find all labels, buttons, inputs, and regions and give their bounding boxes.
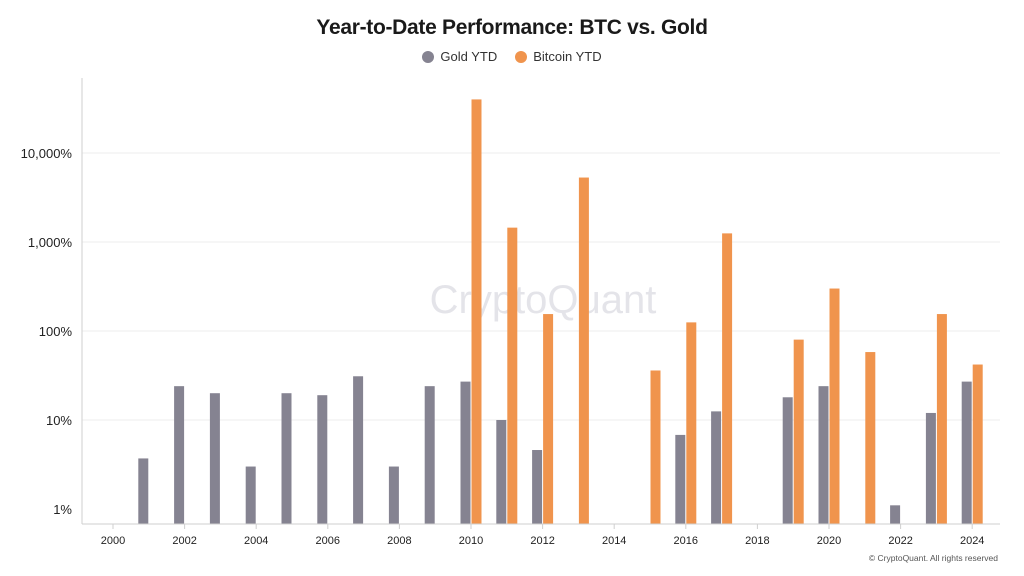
gold-bar[interactable]: 2003 Gold YTD: 20%: [209, 393, 220, 524]
chart-title: Year-to-Date Performance: BTC vs. Gold: [316, 16, 708, 39]
bitcoin-bar[interactable]: 2012 Bitcoin YTD: 155%: [543, 314, 554, 524]
y-tick-label: 1,000%: [28, 235, 73, 250]
gold-bar[interactable]: 2007 Gold YTD: 31%: [353, 376, 364, 524]
gold-bar[interactable]: 2010 Gold YTD: 27%: [460, 381, 471, 524]
x-tick-label: 2020: [817, 535, 841, 547]
x-tick-label: 2016: [674, 535, 698, 547]
watermark: CryptoQuant: [430, 278, 657, 322]
legend: Gold YTD Bitcoin YTD: [0, 49, 1024, 64]
gold-bar[interactable]: 2005 Gold YTD: 20%: [281, 393, 292, 524]
legend-item-gold[interactable]: Gold YTD: [422, 49, 497, 64]
y-tick-label: 100%: [39, 324, 73, 339]
bitcoin-bar[interactable]: 2021 Bitcoin YTD: 58%: [865, 352, 876, 524]
gold-bar[interactable]: 2009 Gold YTD: 24%: [424, 386, 435, 524]
x-axis-ticks: 2000 2002 2004 2006 2008 2010 2012 2014 2016 2018…: [101, 524, 984, 547]
grid-lines: [82, 152, 1000, 421]
bitcoin-bar[interactable]: 2023 Bitcoin YTD: 155%: [936, 314, 947, 524]
bitcoin-bar[interactable]: 2017 Bitcoin YTD: 1250%: [722, 233, 733, 525]
gold-bar[interactable]: 2017 Gold YTD: 12.5%: [711, 411, 722, 524]
gold-bar[interactable]: 2024 Gold YTD: 27%: [961, 381, 972, 524]
x-tick-label: 2004: [244, 535, 268, 547]
bitcoin-bar[interactable]: 2015 Bitcoin YTD: 36%: [650, 370, 661, 524]
bitcoin-bar[interactable]: 2020 Bitcoin YTD: 300%: [829, 288, 840, 524]
gold-bar[interactable]: 2012 Gold YTD: 4.6%: [532, 450, 543, 524]
legend-label-bitcoin: Bitcoin YTD: [533, 49, 602, 64]
gold-bar[interactable]: 2011 Gold YTD: 10%: [496, 420, 507, 524]
legend-dot-bitcoin: [515, 50, 528, 63]
x-tick-label: 2022: [888, 535, 912, 547]
x-axis: [81, 78, 1000, 525]
x-tick-label: 2010: [459, 535, 483, 547]
gold-bar[interactable]: 2001 Gold YTD: 3.7%: [138, 458, 149, 524]
gold-bar[interactable]: 2023 Gold YTD: 12%: [925, 412, 936, 524]
gold-bar[interactable]: 2008 Gold YTD: 3%: [388, 466, 399, 524]
bars: 2001 Gold YTD: 3.7% 2002 Gold YTD: 24% 200…: [138, 99, 983, 525]
y-axis-ticks: 1% 10% 100% 1,000% 10,000%: [21, 146, 73, 517]
x-tick-label: 2006: [316, 535, 340, 547]
gold-bar[interactable]: 2022 Gold YTD: 1.1%: [890, 505, 901, 524]
gold-bar[interactable]: 2006 Gold YTD: 19%: [317, 395, 328, 524]
y-tick-label: 10%: [46, 413, 72, 428]
legend-label-gold: Gold YTD: [440, 49, 498, 64]
x-tick-label: 2014: [602, 535, 626, 547]
bitcoin-bar[interactable]: 2013 Bitcoin YTD: 5300%: [578, 177, 589, 525]
x-tick-label: 2002: [172, 535, 196, 547]
gold-bar[interactable]: 2019 Gold YTD: 18%: [782, 397, 793, 524]
x-tick-label: 2024: [960, 535, 984, 547]
gold-bar[interactable]: 2016 Gold YTD: 6.8%: [675, 434, 686, 524]
gold-bar[interactable]: 2002 Gold YTD: 24%: [174, 386, 185, 524]
legend-dot-gold: [422, 50, 435, 63]
bitcoin-bar[interactable]: 2010 Bitcoin YTD: 40000%: [471, 99, 482, 525]
legend-item-bitcoin[interactable]: Bitcoin YTD: [515, 49, 602, 64]
x-tick-label: 2000: [101, 535, 125, 547]
bitcoin-bar[interactable]: 2011 Bitcoin YTD: 1450%: [507, 227, 518, 524]
x-tick-label: 2008: [387, 535, 411, 547]
bitcoin-bar[interactable]: 2024 Bitcoin YTD: 42%: [972, 364, 983, 524]
x-tick-label: 2018: [745, 535, 769, 547]
bitcoin-bar[interactable]: 2016 Bitcoin YTD: 125%: [686, 322, 697, 524]
gold-bar[interactable]: 2004 Gold YTD: 3%: [245, 466, 256, 524]
gold-bar[interactable]: 2020 Gold YTD: 24%: [818, 386, 829, 524]
y-tick-label: 10,000%: [21, 146, 73, 161]
y-tick-label: 1%: [53, 502, 72, 517]
bitcoin-bar[interactable]: 2019 Bitcoin YTD: 80%: [793, 339, 804, 524]
x-tick-label: 2012: [530, 535, 554, 547]
copyright-notice: © CryptoQuant. All rights reserved: [868, 553, 998, 563]
